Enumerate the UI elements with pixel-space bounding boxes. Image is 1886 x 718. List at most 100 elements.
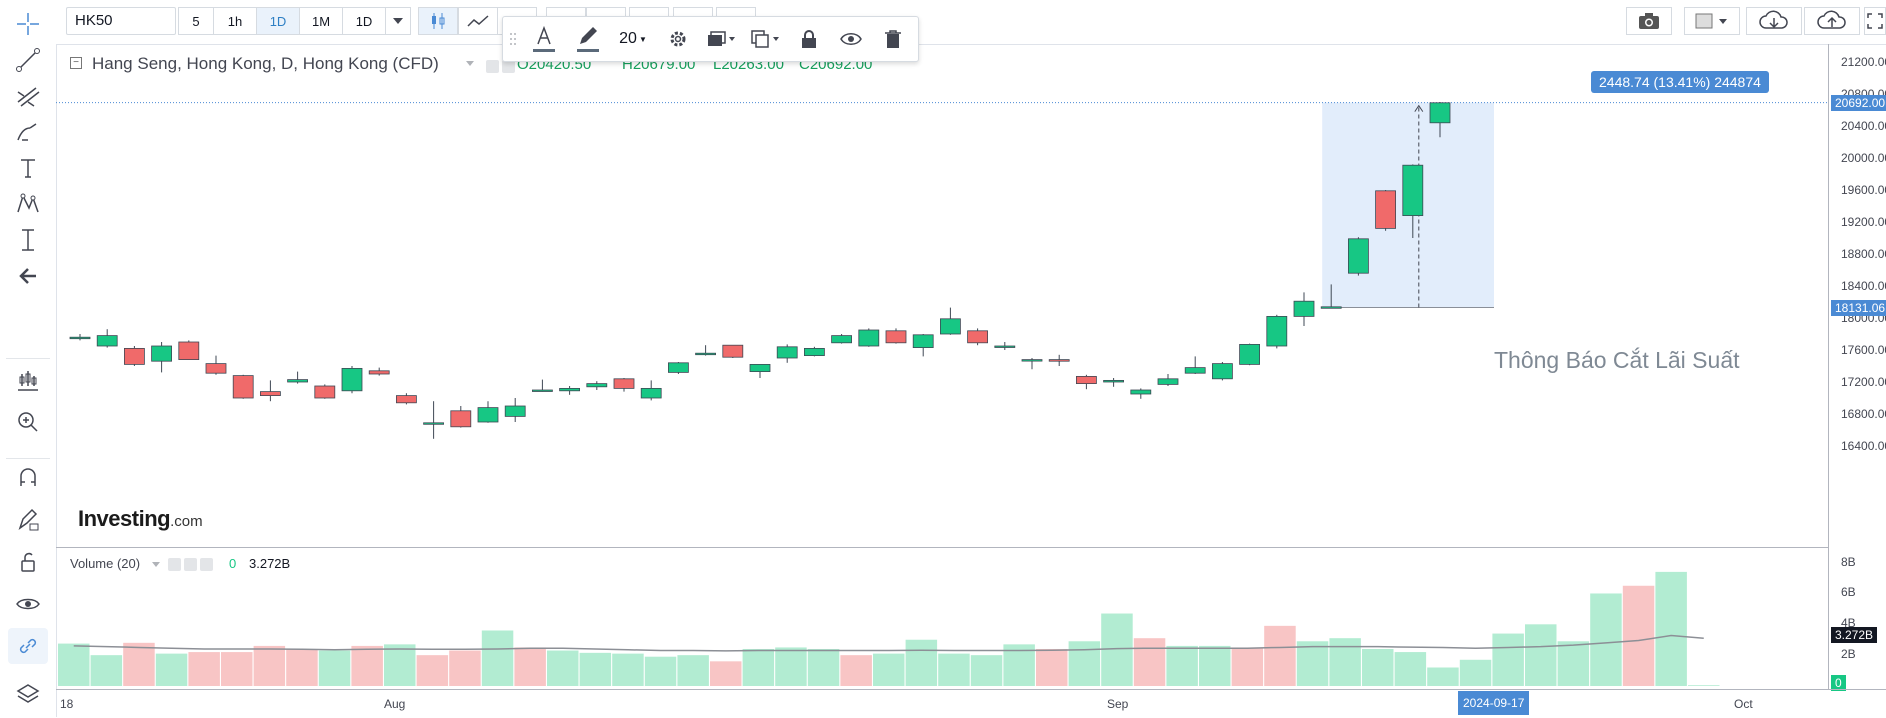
interval-button-1d-alt[interactable]: 1D xyxy=(342,7,386,35)
candle-51 xyxy=(1429,102,1451,138)
volume-legend-title[interactable]: Volume (20) xyxy=(70,556,141,571)
font-size-value: 20 xyxy=(619,30,637,47)
candle-body-45 xyxy=(1266,315,1288,347)
snapshot-button[interactable] xyxy=(1626,7,1672,35)
link-icon[interactable] xyxy=(8,628,48,664)
volume-tick-label: 8B xyxy=(1841,554,1856,569)
candle-body-5 xyxy=(178,341,200,361)
candle-15 xyxy=(450,406,472,428)
drawing-settings-button[interactable] xyxy=(659,21,697,57)
interval-button-1h[interactable]: 1h xyxy=(213,7,257,35)
time-axis[interactable]: 18 Aug Sep Oct 2024-09-17 xyxy=(56,689,1886,718)
back-arrow-icon[interactable] xyxy=(8,258,48,294)
candle-body-18 xyxy=(531,389,553,392)
crosshair-tool-icon[interactable] xyxy=(8,6,48,42)
pattern-tool-icon[interactable] xyxy=(8,186,48,222)
lock-drawing-button[interactable] xyxy=(791,21,827,57)
text-tool-icon[interactable] xyxy=(8,150,48,186)
clone-button[interactable] xyxy=(745,21,785,57)
eye-icon[interactable] xyxy=(8,586,48,622)
volume-pane[interactable]: Volume (20) 0 3.272B xyxy=(56,547,1828,690)
lock-drawing-pencil-icon[interactable] xyxy=(8,502,48,538)
price-tick-label: 16400.00 xyxy=(1841,439,1886,453)
candle-21 xyxy=(613,378,635,392)
price-axis[interactable]: 21200.0020800.0020400.0020000.0019600.00… xyxy=(1828,44,1886,691)
volume-bar-27 xyxy=(905,639,938,686)
price-tick-label: 21200.00 xyxy=(1841,55,1886,69)
candle-body-4 xyxy=(151,345,172,362)
chart-patterns-icon[interactable] xyxy=(8,362,48,398)
magnet-icon[interactable] xyxy=(8,460,48,496)
volume-bar-13 xyxy=(449,650,481,686)
legend-dropdown-icon[interactable] xyxy=(466,61,474,66)
volume-bar-4 xyxy=(155,653,188,686)
symbol-search-input[interactable]: HK50 xyxy=(66,7,176,35)
candle-body-14 xyxy=(423,422,445,425)
candle-35 xyxy=(994,342,1016,350)
fullscreen-button[interactable] xyxy=(1864,7,1886,35)
visual-order-button[interactable] xyxy=(701,21,741,57)
interval-button-5[interactable]: 5 xyxy=(178,7,214,35)
interval-button-1m[interactable]: 1M xyxy=(299,7,343,35)
line-color-button[interactable] xyxy=(569,21,607,57)
candle-body-27 xyxy=(776,346,798,359)
candle-33 xyxy=(940,307,961,335)
measure-tool-icon[interactable] xyxy=(8,222,48,258)
candles-chart-type-button[interactable] xyxy=(418,7,458,35)
cloud-download-button[interactable] xyxy=(1746,7,1802,35)
candle-body-46 xyxy=(1293,300,1315,317)
volume-bar-3 xyxy=(123,642,155,686)
layout-select-button[interactable] xyxy=(1684,7,1740,35)
volume-ma-line xyxy=(73,634,1704,652)
candle-body-28 xyxy=(804,347,825,356)
volume-bar-10 xyxy=(351,645,383,686)
candle-23 xyxy=(668,362,689,374)
volume-bar-41 xyxy=(1362,648,1394,686)
legend-settings-icon[interactable] xyxy=(502,60,515,73)
time-tick-label: Sep xyxy=(1107,697,1129,711)
candle-37 xyxy=(1048,354,1070,366)
zoom-in-icon[interactable] xyxy=(8,404,48,440)
text-color-button[interactable] xyxy=(525,21,563,57)
candle-body-24 xyxy=(695,352,716,356)
volume-bar-5 xyxy=(188,652,220,686)
hide-drawing-button[interactable] xyxy=(833,21,869,57)
candle-27 xyxy=(776,344,798,363)
volume-dropdown-icon[interactable] xyxy=(152,562,160,567)
trend-line-tool-icon[interactable] xyxy=(8,42,48,78)
unlock-icon[interactable] xyxy=(8,544,48,580)
layers-icon[interactable] xyxy=(8,676,48,712)
price-tick-label: 18400.00 xyxy=(1841,279,1886,293)
pitchfork-tool-icon[interactable] xyxy=(8,78,48,114)
volume-bar-47 xyxy=(1557,641,1590,686)
candle-body-1 xyxy=(69,336,91,340)
candle-body-2 xyxy=(96,335,118,347)
volume-bar-19 xyxy=(644,656,677,686)
candle-34 xyxy=(967,328,988,346)
annotation-text[interactable]: Thông Báo Cắt Lãi Suất xyxy=(1494,347,1740,373)
candle-body-16 xyxy=(477,407,499,423)
drag-handle-icon[interactable] xyxy=(507,21,519,57)
brush-tool-icon[interactable] xyxy=(8,114,48,150)
interval-dropdown-button[interactable] xyxy=(385,7,411,35)
candle-44 xyxy=(1239,343,1260,366)
volume-bar-14 xyxy=(481,630,514,686)
font-size-select[interactable]: 20 ▼ xyxy=(611,21,655,57)
volume-bar-20 xyxy=(677,655,709,686)
price-pane[interactable]: − Hang Seng, Hong Kong, D, Hong Kong (CF… xyxy=(56,44,1828,547)
legend-title[interactable]: Hang Seng, Hong Kong, D, Hong Kong (CFD) xyxy=(92,54,439,73)
volume-settings-icon[interactable] xyxy=(184,558,197,571)
interval-button-1d[interactable]: 1D xyxy=(256,7,300,35)
collapse-legend-icon[interactable]: − xyxy=(70,57,82,69)
volume-close-icon[interactable] xyxy=(200,558,213,571)
candle-26 xyxy=(749,363,771,378)
volume-bar-34 xyxy=(1133,638,1166,686)
volume-eye-icon[interactable] xyxy=(168,558,181,571)
line-chart-type-button[interactable] xyxy=(458,7,498,35)
candle-body-25 xyxy=(722,344,744,358)
candle-28 xyxy=(804,346,825,357)
legend-eye-icon[interactable] xyxy=(486,60,499,73)
volume-tick-label: 2B xyxy=(1841,647,1856,662)
delete-drawing-button[interactable] xyxy=(875,21,911,57)
cloud-upload-button[interactable] xyxy=(1804,7,1860,35)
